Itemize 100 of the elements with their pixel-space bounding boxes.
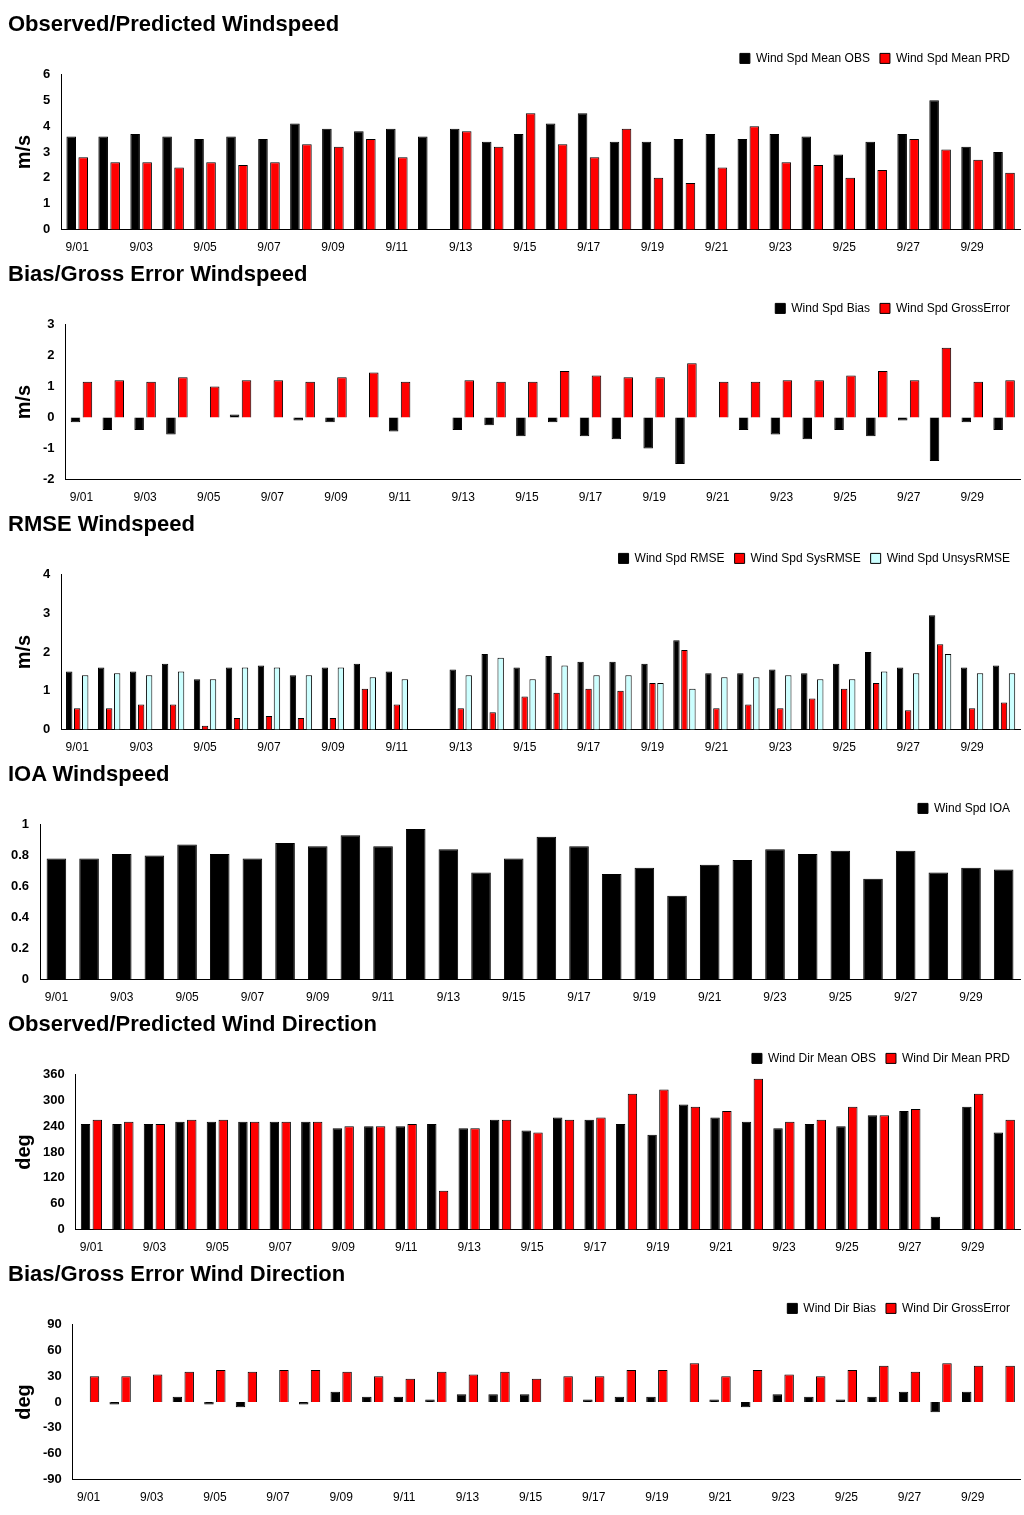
x-tick-label: 9/17 <box>582 1490 606 1505</box>
bar <box>225 667 233 730</box>
bar <box>66 671 73 730</box>
bar <box>80 1123 91 1230</box>
bar <box>804 1123 815 1230</box>
bar <box>175 1121 185 1230</box>
bar <box>993 1132 1004 1230</box>
bar <box>385 671 393 730</box>
bar <box>643 417 653 449</box>
legend-label: Wind Dir Bias <box>803 1300 876 1315</box>
x-tick-label: 9/11 <box>394 1240 418 1255</box>
bar <box>801 136 812 230</box>
bar <box>634 867 655 980</box>
y-tick-label: 6 <box>43 65 51 81</box>
bar <box>833 154 844 230</box>
bar <box>162 136 172 230</box>
bar <box>258 139 268 230</box>
chart-title: Bias/Gross Error Wind Direction <box>8 1261 346 1287</box>
bar <box>340 835 361 980</box>
bar <box>866 417 876 437</box>
bar <box>364 1126 374 1230</box>
x-tick-label: 9/25 <box>833 490 858 505</box>
bar <box>449 128 460 230</box>
bar <box>490 1119 500 1230</box>
bar <box>897 133 907 230</box>
bar <box>646 1396 656 1402</box>
bar <box>867 1115 878 1230</box>
x-tick-label: 9/19 <box>640 740 665 755</box>
bar <box>895 850 916 980</box>
bar <box>611 417 622 440</box>
y-axis-title: m/s <box>11 384 34 420</box>
x-tick-label: 9/19 <box>640 240 665 255</box>
y-tick-label: 4 <box>43 565 51 581</box>
bar <box>770 417 781 435</box>
bar <box>166 417 176 435</box>
x-tick-label: 9/25 <box>828 990 853 1005</box>
bar <box>609 661 616 730</box>
legend-label: Wind Spd Mean PRD <box>895 50 1011 65</box>
bar <box>536 836 557 980</box>
legend-label: Wind Spd Mean OBS <box>755 50 870 65</box>
x-tick-label: 9/03 <box>129 740 154 755</box>
y-tick-label: 0.2 <box>10 940 30 956</box>
legend-label: Wind Dir Mean OBS <box>767 1050 876 1065</box>
bar <box>863 878 883 980</box>
x-tick-label: 9/29 <box>960 740 985 755</box>
bar <box>647 1134 657 1230</box>
chart-title: Observed/Predicted Wind Direction <box>8 1011 377 1037</box>
bar <box>275 843 295 980</box>
bar <box>641 141 652 230</box>
bar <box>928 615 936 730</box>
bar <box>609 141 620 230</box>
x-tick-label: 9/27 <box>896 740 921 755</box>
y-tick-label: 180 <box>42 1143 65 1159</box>
x-tick-label: 9/21 <box>698 990 722 1005</box>
x-tick-label: 9/25 <box>832 240 857 255</box>
y-tick-label: 360 <box>42 1065 65 1081</box>
bar <box>584 1119 594 1230</box>
x-tick-label: 9/05 <box>193 240 218 255</box>
bar <box>992 665 1000 730</box>
x-tick-label: 9/29 <box>959 990 984 1005</box>
y-tick-label: 0 <box>54 1393 62 1409</box>
bar <box>513 133 524 230</box>
bar <box>269 1121 280 1230</box>
x-tick-label: 9/11 <box>385 240 409 255</box>
x-tick-label: 9/07 <box>257 240 281 255</box>
bar <box>481 653 488 730</box>
x-tick-label: 9/21 <box>704 240 729 255</box>
x-tick-label: 9/03 <box>110 990 134 1005</box>
bar <box>667 895 687 980</box>
bar <box>322 128 332 230</box>
bar <box>705 133 716 230</box>
bar <box>353 663 361 730</box>
x-tick-label: 9/09 <box>331 1240 356 1255</box>
x-tick-label: 9/13 <box>449 240 473 255</box>
y-tick-label: 300 <box>42 1091 65 1107</box>
x-tick-label: 9/05 <box>197 490 221 505</box>
bar <box>471 872 491 980</box>
bar <box>769 669 776 730</box>
x-tick-label: 9/11 <box>385 740 409 755</box>
y-tick-label: 2 <box>43 169 51 185</box>
x-tick-label: 9/29 <box>960 1490 985 1505</box>
chart-title: IOA Windspeed <box>8 761 170 787</box>
chart-title: Bias/Gross Error Windspeed <box>8 261 308 287</box>
x-tick-label: 9/05 <box>193 740 218 755</box>
bar <box>98 136 108 230</box>
y-tick-label: 60 <box>50 1195 65 1211</box>
y-tick-label: -1 <box>43 440 55 456</box>
bar <box>899 1111 909 1230</box>
x-tick-label: 9/09 <box>321 740 345 755</box>
x-tick-label: 9/11 <box>371 990 395 1005</box>
bar <box>177 844 197 980</box>
bar <box>705 673 712 730</box>
bar <box>769 133 780 230</box>
bar <box>209 853 230 980</box>
bar <box>257 665 265 730</box>
y-tick-label: 0 <box>43 721 51 737</box>
x-tick-label: 9/03 <box>129 240 154 255</box>
x-tick-label: 9/19 <box>642 490 667 505</box>
bar <box>801 673 808 730</box>
bar <box>354 131 364 230</box>
